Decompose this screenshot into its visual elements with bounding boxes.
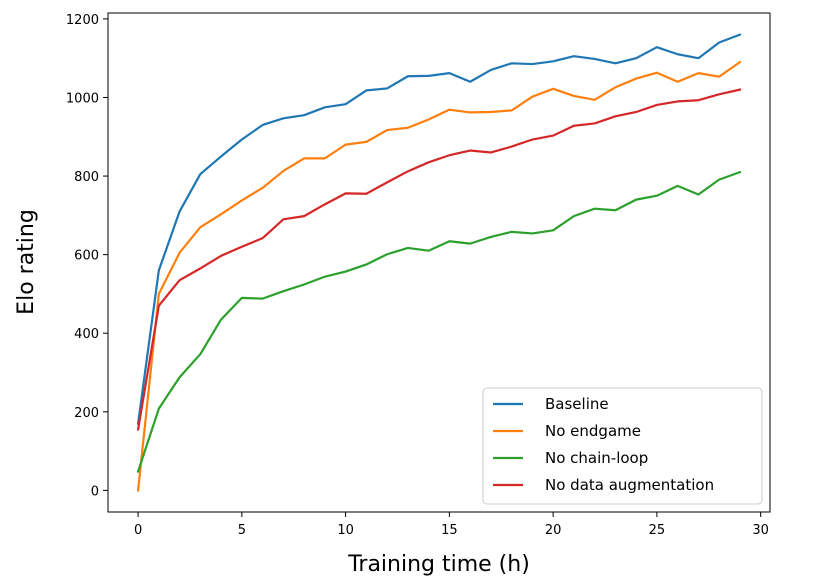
legend-label: No data augmentation [545,476,714,494]
legend: Baseline No endgame No chain-loop No data a… [482,387,763,505]
y-tick-label: 200 [74,406,99,421]
x-tick-label: 0 [134,523,142,538]
series-line-no-data-augmentation [136,88,742,431]
y-axis: 0 200 400 600 800 1000 1200 [66,13,108,499]
x-tick-label: 20 [545,523,562,538]
series-line-no-chain-loop [136,170,742,473]
x-tick-label: 15 [441,523,458,538]
x-axis: 0 5 10 15 20 25 30 [134,512,769,538]
y-tick-label: 1000 [66,91,99,106]
series-layer [136,33,742,492]
y-axis-label: Elo rating [14,209,39,315]
y-tick-label: 800 [74,170,99,185]
x-tick-label: 25 [649,523,666,538]
y-tick-label: 0 [91,484,99,499]
legend-label: Baseline [545,395,609,413]
plot-frame [107,12,771,513]
legend-label: No endgame [545,422,641,440]
legend-label: No chain-loop [545,449,648,467]
legend-box [482,387,763,505]
y-tick-label: 400 [74,327,99,342]
series-line-no-endgame [136,60,742,492]
x-tick-label: 10 [337,523,354,538]
series-line-baseline [136,33,742,425]
x-axis-label: Training time (h) [347,552,530,577]
y-tick-label: 1200 [66,13,99,28]
x-tick-label: 5 [238,523,246,538]
y-tick-label: 600 [74,249,99,264]
x-tick-label: 30 [752,523,769,538]
